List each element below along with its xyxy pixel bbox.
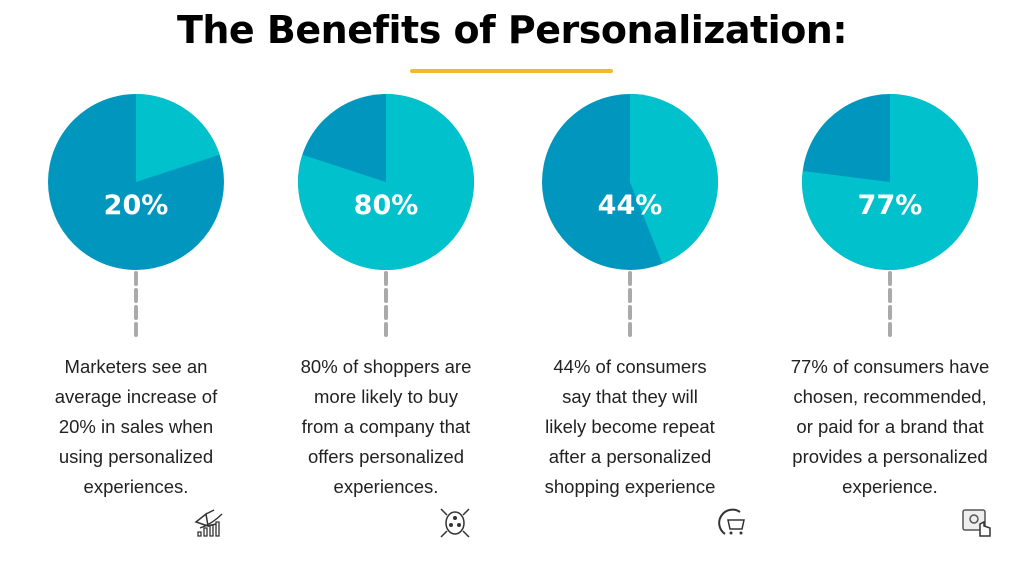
description-line: offers personalized [308, 446, 464, 467]
customer-network-icon [438, 506, 472, 540]
touch-settings-icon [960, 506, 994, 540]
pie-value-label: 77% [858, 190, 923, 221]
description-line: average increase of [54, 386, 218, 407]
stat-description: 44% of consumers say that they will likely… [510, 352, 750, 502]
pie-chart-4: 77% [802, 94, 979, 337]
description-line: more likely to buy [314, 386, 458, 407]
description-line: using personalized [58, 446, 214, 467]
description-line: 20% in sales when [58, 416, 214, 437]
megaphone-growth-icon [192, 506, 226, 540]
stat-description: Marketers see an average increase of 20% i… [16, 352, 256, 502]
description-line: experiences. [333, 476, 439, 497]
title-underline [410, 69, 613, 73]
pie-chart-3: 44% [542, 94, 718, 337]
pie-slice-value [136, 94, 220, 182]
stat-description: 80% of shoppers are more likely to buy fro… [266, 352, 506, 502]
description-line: experiences. [83, 476, 189, 497]
description-line: provides a personalized [792, 446, 988, 467]
description-line: experience. [842, 476, 938, 497]
description-line: 80% of shoppers are [300, 356, 472, 377]
description-line: shopping experience [544, 476, 716, 497]
pie-value-label: 80% [354, 190, 419, 221]
description-line: 77% of consumers have [790, 356, 990, 377]
repeat-cart-icon [716, 506, 750, 540]
description-line: likely become repeat [545, 416, 715, 437]
description-line: say that they will [562, 386, 698, 407]
pie-chart-1: 20% [48, 94, 224, 337]
pie-slice-value [298, 94, 475, 271]
pie-slice-value [802, 94, 979, 270]
pie-slice-value [630, 94, 718, 264]
pie-value-label: 44% [598, 190, 663, 221]
pie-chart-2: 80% [298, 94, 475, 337]
description-line: chosen, recommended, [793, 386, 987, 407]
description-line: after a personalized [548, 446, 712, 467]
description-line: from a company that [301, 416, 471, 437]
stat-description: 77% of consumers have chosen, recommended… [770, 352, 1010, 502]
page-title: The Benefits of Personalization: [176, 8, 848, 52]
description-line: Marketers see an [64, 356, 208, 377]
description-line: or paid for a brand that [796, 416, 984, 437]
pie-value-label: 20% [104, 190, 169, 221]
description-line: 44% of consumers [553, 356, 707, 377]
